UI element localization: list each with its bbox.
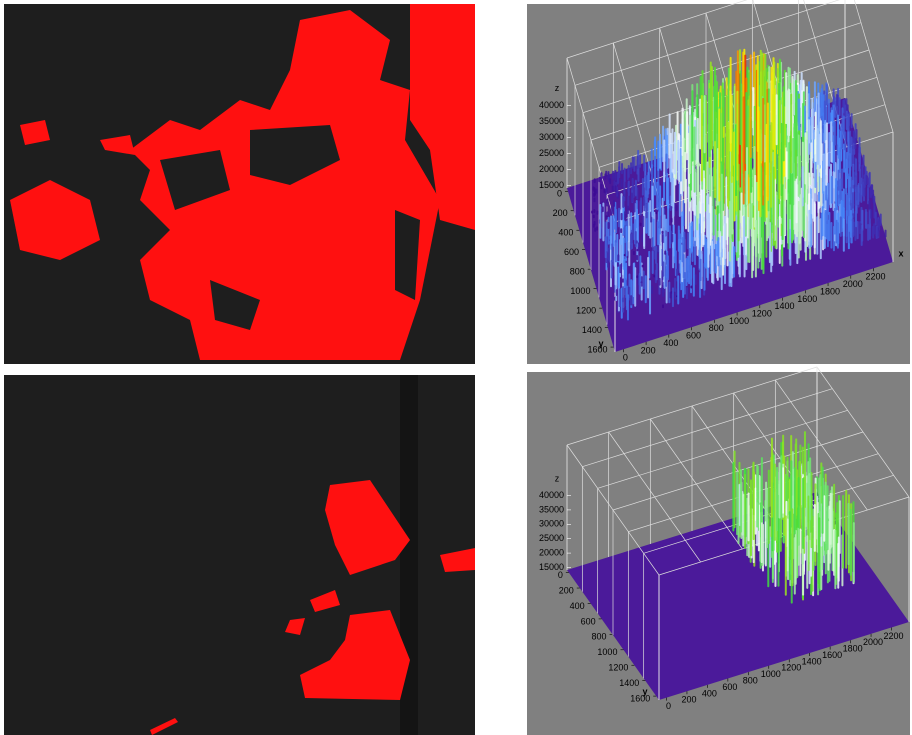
page: 150002000025000300003500040000z020040060…: [0, 0, 912, 735]
z-axis-label: z: [555, 474, 560, 484]
y-tick-label: 1400: [582, 325, 602, 335]
y-tick-label: 400: [570, 601, 585, 611]
x-tick-label: 400: [663, 338, 678, 348]
x-tick-label: 1800: [820, 286, 840, 296]
image-bottom-left: [4, 375, 475, 735]
y-tick-label: 0: [558, 570, 563, 580]
y-tick-label: 600: [581, 616, 596, 626]
x-tick-label: 1800: [843, 644, 863, 654]
x-tick-label: 200: [681, 695, 696, 705]
x-tick-label: 1600: [822, 650, 842, 660]
y-axis-label: y: [598, 338, 603, 348]
y-tick-label: 1400: [619, 678, 639, 688]
y-tick-label: 400: [558, 228, 573, 238]
z-tick-label: 25000: [539, 533, 564, 543]
z-tick-label: 30000: [539, 519, 564, 529]
y-tick-label: 1200: [576, 306, 596, 316]
y-tick-label: 600: [564, 247, 579, 257]
x-tick-label: 1200: [752, 308, 772, 318]
x-tick-label: 2200: [883, 631, 903, 641]
z-tick-label: 35000: [539, 504, 564, 514]
x-tick-label: 2000: [863, 637, 883, 647]
figure: 150002000025000300003500040000z020040060…: [0, 0, 912, 735]
x-tick-label: 600: [686, 331, 701, 341]
y-axis-label: y: [642, 686, 647, 696]
x-tick-label: 1400: [775, 301, 795, 311]
x-tick-label: 200: [641, 345, 656, 355]
y-tick-label: 800: [570, 267, 585, 277]
y-tick-label: 200: [553, 208, 568, 218]
x-tick-label: 2200: [866, 272, 886, 282]
y-tick-label: 200: [559, 585, 574, 595]
z-tick-label: 25000: [539, 148, 564, 158]
x-tick-label: 1400: [802, 656, 822, 666]
x-tick-label: 1200: [781, 663, 801, 673]
z-tick-label: 35000: [539, 116, 564, 126]
x-tick-label: 0: [666, 701, 671, 711]
z-tick-label: 20000: [539, 164, 564, 174]
x-tick-label: 600: [722, 682, 737, 692]
image-top-left: [4, 4, 475, 364]
y-tick-label: 1200: [608, 663, 628, 673]
z-axis-label: z: [555, 83, 560, 93]
x-axis-label: x: [898, 248, 903, 258]
x-tick-label: 800: [709, 323, 724, 333]
x-tick-label: 1600: [797, 294, 817, 304]
y-tick-label: 1000: [570, 286, 590, 296]
x-tick-label: 400: [702, 688, 717, 698]
y-tick-label: 800: [592, 632, 607, 642]
y-tick-label: 0: [557, 189, 562, 199]
z-tick-label: 40000: [539, 490, 564, 500]
x-tick-label: 2000: [843, 279, 863, 289]
z-tick-label: 20000: [539, 547, 564, 557]
x-tick-label: 800: [743, 676, 758, 686]
x-tick-label: 1000: [761, 669, 781, 679]
z-tick-label: 30000: [539, 132, 564, 142]
x-tick-label: 0: [623, 353, 628, 363]
y-tick-label: 1000: [597, 647, 617, 657]
z-tick-label: 40000: [539, 100, 564, 110]
x-tick-label: 1000: [729, 316, 749, 326]
